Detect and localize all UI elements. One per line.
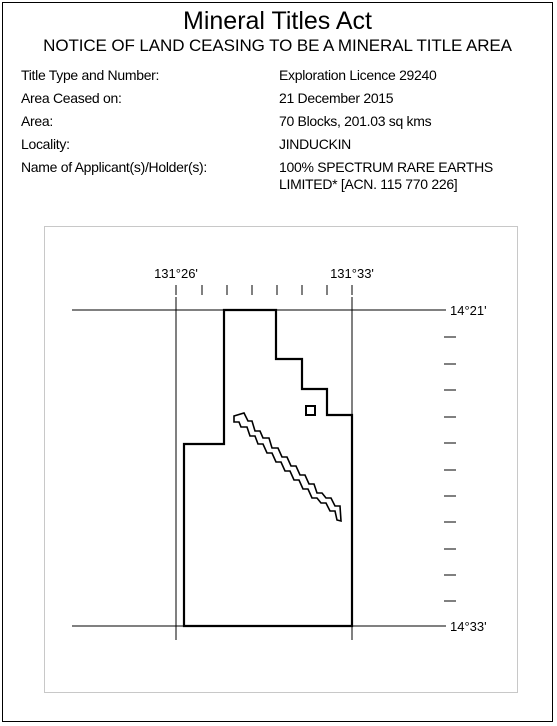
title-area-boundary	[182, 308, 354, 628]
excluded-strip	[233, 412, 342, 523]
locality-value: JINDUCKIN	[279, 136, 351, 152]
area-ceased-label: Area Ceased on:	[21, 90, 122, 106]
longitude-ticks	[175, 285, 353, 295]
locality-label: Locality:	[21, 136, 70, 152]
grid-lines	[72, 297, 446, 640]
title-type-value: Exploration Licence 29240	[279, 67, 437, 83]
title-area-map: 131°26' 131°33' 14°21'	[72, 266, 487, 640]
holder-value-line2: LIMITED* [ACN. 115 770 226]	[279, 176, 458, 192]
area-ceased-value: 21 December 2015	[279, 90, 394, 106]
latitude-label-north: 14°21'	[450, 303, 487, 318]
longitude-label-east: 131°33'	[330, 266, 374, 281]
map-frame: 131°26' 131°33' 14°21'	[44, 226, 518, 693]
latitude-label-south: 14°33'	[450, 619, 487, 634]
holder-label: Name of Applicant(s)/Holder(s):	[21, 159, 207, 175]
notice-title: Mineral Titles Act	[183, 7, 372, 35]
holder-value-line1: 100% SPECTRUM RARE EARTHS	[279, 159, 493, 175]
latitude-ticks	[444, 336, 456, 602]
excluded-block	[305, 405, 316, 416]
title-type-label: Title Type and Number:	[21, 67, 160, 83]
area-label: Area:	[21, 113, 53, 129]
notice-subtitle: NOTICE OF LAND CEASING TO BE A MINERAL T…	[43, 36, 512, 55]
longitude-label-west: 131°26'	[154, 266, 198, 281]
area-value: 70 Blocks, 201.03 sq kms	[279, 113, 432, 129]
